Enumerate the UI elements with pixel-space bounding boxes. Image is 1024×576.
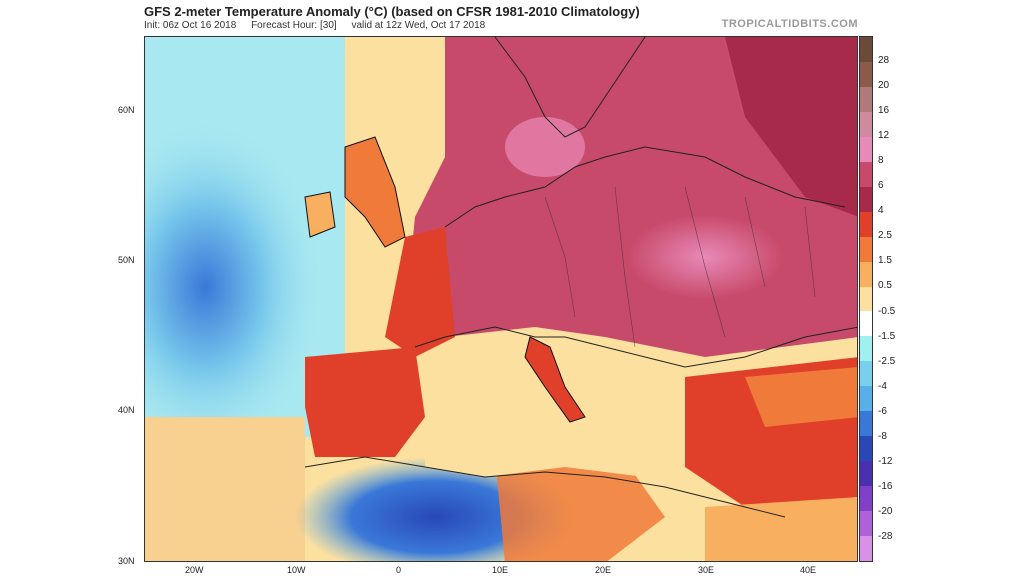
- colorbar: [859, 36, 873, 562]
- ireland: [304, 191, 336, 238]
- colorbar-label: -6: [878, 405, 887, 417]
- colorbar-label: -1.5: [878, 330, 896, 342]
- british-isles: [344, 136, 406, 248]
- anomaly-map: [144, 36, 858, 562]
- colorbar-label: 1.5: [878, 255, 892, 267]
- colorbar-label: 4: [878, 205, 884, 217]
- colorbar-label: -0.5: [878, 305, 896, 317]
- map-subtitle: Init: 06z Oct 16 2018 Forecast Hour: [30…: [144, 20, 497, 31]
- middle-east-anomaly: [705, 497, 857, 561]
- colorbar-segment: [860, 236, 872, 262]
- lon-label-10e: 10E: [492, 565, 509, 575]
- colorbar-segment: [860, 511, 872, 537]
- colorbar-label: 20: [878, 80, 890, 92]
- lon-label-10w: 10W: [287, 565, 306, 575]
- init-time: Init: 06z Oct 16 2018: [144, 20, 237, 31]
- eastern-europe-hot-core: [575, 187, 835, 327]
- colorbar-label: -20: [878, 505, 893, 517]
- colorbar-segment: [860, 311, 872, 337]
- lat-label-40n: 40N: [118, 405, 135, 415]
- colorbar-segment: [860, 461, 872, 487]
- lat-label-60n: 60N: [118, 105, 135, 115]
- lon-label-40e: 40E: [800, 565, 817, 575]
- lon-label-30e: 30E: [698, 565, 715, 575]
- colorbar-segment: [860, 336, 872, 362]
- south-atlantic-zone: [145, 417, 305, 561]
- colorbar-segment: [860, 37, 872, 62]
- colorbar-segment: [860, 136, 872, 162]
- colorbar-segment: [860, 386, 872, 412]
- colorbar-segment: [860, 536, 872, 562]
- lat-label-30n: 30N: [118, 556, 135, 566]
- colorbar-segment: [860, 286, 872, 312]
- colorbar-label: -4: [878, 380, 887, 392]
- iberia-warm-anomaly: [305, 347, 425, 457]
- italy: [524, 336, 586, 423]
- lat-label-50n: 50N: [118, 255, 135, 265]
- colorbar-label: -12: [878, 455, 893, 467]
- brand-watermark: TROPICALTIDBITS.COM: [721, 18, 858, 30]
- colorbar-label: -8: [878, 430, 887, 442]
- france-warm-anomaly: [385, 227, 455, 357]
- scandinavia-hot-spot: [505, 117, 585, 177]
- colorbar-segment: [860, 411, 872, 437]
- lon-label-20w: 20W: [185, 565, 204, 575]
- colorbar-label: -16: [878, 480, 893, 492]
- colorbar-label: -28: [878, 530, 893, 542]
- colorbar-segment: [860, 61, 872, 87]
- colorbar-label: 16: [878, 105, 890, 117]
- colorbar-label: 6: [878, 180, 884, 192]
- colorbar-segment: [860, 486, 872, 512]
- northeast-warm-anomaly: [725, 37, 857, 217]
- south-europe-coastline: [414, 326, 857, 368]
- north-africa-coastline: [304, 456, 786, 518]
- colorbar-label: 0.5: [878, 280, 892, 292]
- colorbar-label: 8: [878, 155, 884, 167]
- lon-label-0: 0: [396, 565, 402, 575]
- colorbar-segment: [860, 111, 872, 137]
- libya-warm-anomaly: [495, 447, 665, 561]
- forecast-hour: Forecast Hour: [30]: [251, 20, 337, 31]
- lon-label-20e: 20E: [595, 565, 612, 575]
- map-title: GFS 2-meter Temperature Anomaly (°C) (ba…: [144, 4, 640, 19]
- colorbar-segment: [860, 436, 872, 462]
- colorbar-label: 2.5: [878, 230, 892, 242]
- black-sea-anomaly: [745, 367, 857, 427]
- country-borders: [544, 186, 816, 348]
- colorbar-label: 12: [878, 130, 890, 142]
- colorbar-segment: [860, 86, 872, 112]
- scandinavia-coastline: [494, 37, 646, 138]
- colorbar-segment: [860, 211, 872, 237]
- colorbar-label: -2.5: [878, 355, 896, 367]
- valid-time: valid at 12z Wed, Oct 17 2018: [351, 20, 486, 31]
- mediterranean-sea: [425, 397, 665, 477]
- colorbar-segment: [860, 161, 872, 187]
- atlantic-cold-anomaly: [145, 117, 325, 457]
- map-canvas: [145, 37, 857, 561]
- north-coastline: [444, 146, 846, 228]
- colorbar-segment: [860, 261, 872, 287]
- colorbar-label: 28: [878, 55, 890, 67]
- colorbar-segment: [860, 186, 872, 212]
- colorbar-segment: [860, 361, 872, 387]
